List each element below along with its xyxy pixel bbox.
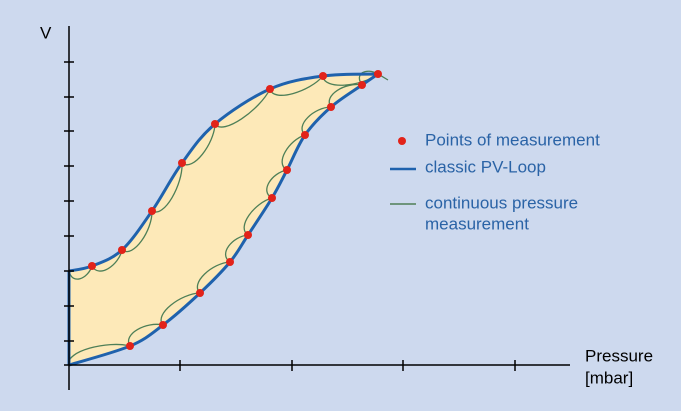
legend-label: continuous pressure <box>425 193 578 212</box>
x-label: Pressure <box>585 346 653 365</box>
measurement-point <box>244 231 252 239</box>
legend-label: Points of measurement <box>425 130 600 149</box>
axes <box>64 26 570 390</box>
measurement-point <box>211 120 219 128</box>
measurement-point <box>226 258 234 266</box>
legend-label: measurement <box>425 214 529 233</box>
measurement-point <box>159 321 167 329</box>
legend-dot <box>398 137 406 145</box>
measurement-point <box>178 159 186 167</box>
legend-label: classic PV-Loop <box>425 157 546 176</box>
measurement-point <box>126 342 134 350</box>
measurement-point <box>319 72 327 80</box>
measurement-point <box>266 85 274 93</box>
measurement-point <box>88 262 96 270</box>
y-label: V <box>40 23 52 42</box>
measurement-point <box>283 166 291 174</box>
measurement-point <box>301 131 309 139</box>
ticks <box>64 61 516 371</box>
measurement-point <box>358 81 366 89</box>
loop-area <box>69 74 378 365</box>
measurement-point <box>148 207 156 215</box>
measurement-point <box>196 289 204 297</box>
measurement-point <box>268 194 276 202</box>
x-label-unit: [mbar] <box>585 368 633 387</box>
measurement-point <box>118 246 126 254</box>
measurement-points <box>88 70 382 350</box>
measurement-point <box>327 103 335 111</box>
measurement-point <box>374 70 382 78</box>
